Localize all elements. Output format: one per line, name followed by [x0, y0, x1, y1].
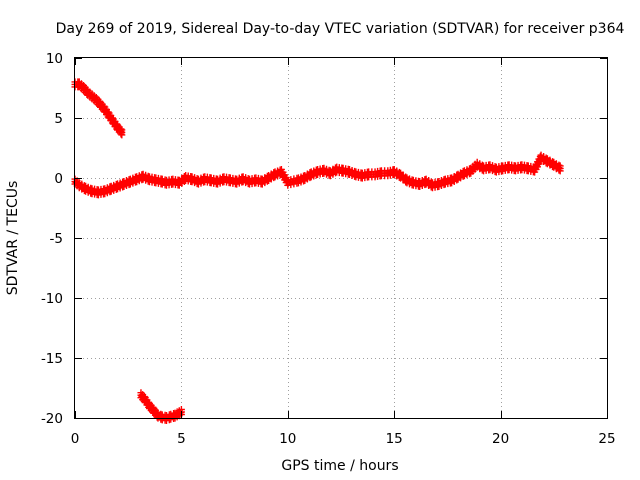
- y-tick-labels: -20 -15 -10 -5 0 5 10: [41, 51, 63, 427]
- x-tick-label: 5: [177, 431, 186, 447]
- data-point: [118, 131, 126, 139]
- y-tick-label: 5: [54, 111, 63, 127]
- data-point: [459, 172, 467, 180]
- x-axis-label: GPS time / hours: [281, 458, 398, 474]
- x-tick-label: 15: [386, 431, 403, 447]
- series-lower-branch: [137, 389, 185, 424]
- plot-frame: [74, 57, 608, 419]
- axis-ticks: [75, 58, 608, 419]
- data-point: [117, 130, 125, 138]
- y-tick-label: -20: [41, 411, 63, 427]
- data-point: [263, 177, 271, 185]
- y-tick-label: -10: [41, 291, 63, 307]
- data-point: [556, 167, 564, 175]
- series-upper-branch: [71, 78, 126, 139]
- y-axis-label: SDTVAR / TECUs: [5, 181, 21, 296]
- grid-lines: [75, 58, 607, 418]
- x-tick-label: 10: [279, 431, 296, 447]
- data-point: [453, 176, 461, 184]
- data-points: [71, 78, 564, 424]
- x-tick-label: 20: [492, 431, 509, 447]
- y-tick-label: -15: [41, 351, 63, 367]
- chart-title: Day 269 of 2019, Sidereal Day-to-day VTE…: [56, 21, 625, 37]
- y-tick-label: -5: [50, 231, 63, 247]
- y-tick-label: 0: [54, 171, 63, 187]
- data-point: [306, 174, 314, 182]
- y-tick-label: 10: [46, 51, 63, 67]
- x-tick-labels: 0 5 10 15 20 25: [71, 431, 616, 447]
- data-point: [270, 174, 278, 182]
- x-tick-label: 25: [598, 431, 615, 447]
- series-main: [71, 151, 564, 199]
- x-tick-label: 0: [71, 431, 80, 447]
